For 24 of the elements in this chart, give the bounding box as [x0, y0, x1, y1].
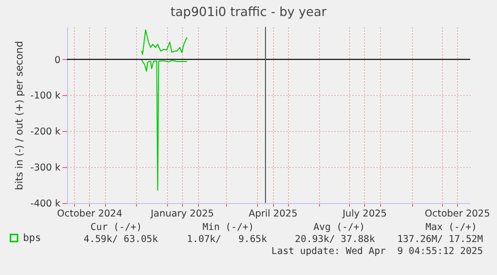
text: 4.59k/ 63.05k: [84, 234, 158, 245]
text: 137.26M/ 17.52M: [397, 234, 483, 245]
text: Min (-/+): [202, 222, 254, 233]
text: 1.07k/ 9.65k: [186, 234, 267, 245]
chart-title: tap901i0 traffic - by year: [170, 4, 328, 19]
x-tick-label: April 2025: [248, 208, 298, 220]
y-tick-label: -200 k: [30, 126, 61, 138]
text: Last update: Wed Apr 9 04:55:12 2025: [271, 246, 483, 257]
x-tick-label: January 2025: [150, 208, 214, 220]
y-tick-label: 0: [54, 54, 60, 66]
x-tick-label: July 2025: [342, 208, 387, 220]
line-series: [141, 29, 188, 55]
text: Cur (-/+): [90, 222, 142, 233]
y-tick-label: -300 k: [30, 162, 61, 174]
y-tick-label: -400 k: [30, 198, 61, 210]
legend-label: bps: [23, 233, 42, 244]
text: 20.93k/ 37.88k: [294, 234, 375, 245]
line-series: [141, 60, 188, 191]
y-axis-title: bits in (-) / out (+) per second: [14, 40, 26, 190]
y-tick-label: -100 k: [30, 90, 61, 102]
text: Max (-/+): [426, 222, 477, 233]
x-tick-label: October 2024: [57, 208, 122, 220]
text: Avg (-/+): [314, 222, 365, 233]
x-tick-label: October 2025: [424, 208, 490, 220]
